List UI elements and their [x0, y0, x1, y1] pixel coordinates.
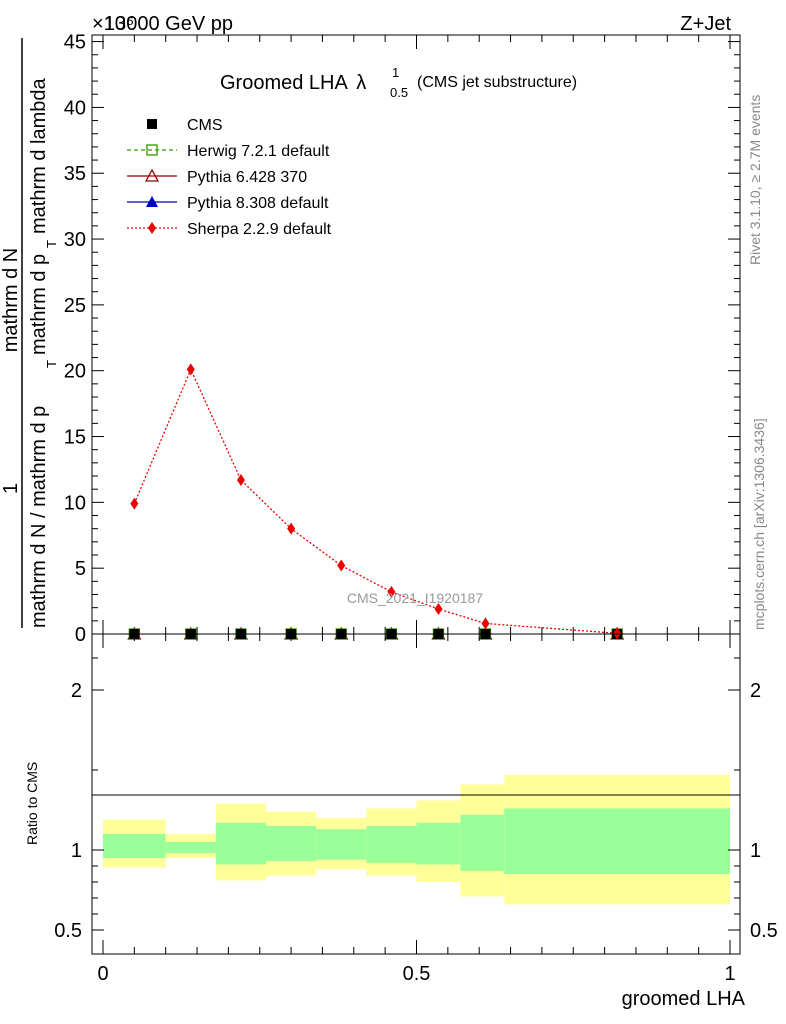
ylabel-sub-t: T	[44, 360, 59, 368]
data-point-sherpa	[130, 497, 139, 510]
title-main-text: Groomed LHA	[220, 72, 348, 94]
ratio-ytick-label-right: 2	[750, 680, 761, 702]
main-ytick-label: 10	[64, 492, 86, 514]
legend-marker	[144, 168, 160, 182]
main-ytick-label: 25	[64, 295, 86, 317]
ylabel-numerator-one: 1	[0, 483, 22, 494]
energy-label: 13000 GeV pp	[104, 13, 233, 35]
main-ytick-label: 35	[64, 163, 86, 185]
ratio-band-inner	[165, 842, 216, 854]
title-note: (CMS jet substructure)	[417, 74, 577, 91]
ratio-xtick-label: 1	[724, 963, 735, 985]
ylabel-numerator-dn: mathrm d N	[0, 248, 22, 352]
ratio-ytick-label-right: 1	[750, 840, 761, 862]
main-ytick-label: 20	[64, 361, 86, 383]
ratio-x-axis: 0 0.5 1	[97, 634, 736, 985]
legend-label: Pythia 6.428 370	[187, 169, 307, 186]
legend: CMS Herwig 7.2.1 default Pythia 6.428 370 P…	[127, 117, 332, 238]
ratio-ytick-label: 2	[71, 680, 82, 702]
legend-marker	[146, 144, 158, 156]
data-point-sherpa	[613, 627, 622, 640]
title-lambda: λ	[356, 72, 366, 94]
main-x-axis-ticks	[102, 35, 731, 634]
ratio-band-inner	[460, 814, 505, 871]
data-point-sherpa	[387, 585, 396, 598]
ratio-uncertainty-bands	[103, 774, 730, 905]
legend-label: CMS	[187, 117, 223, 134]
title-sup: 1	[392, 65, 399, 80]
watermark: CMS_2021_I1920187	[347, 590, 483, 606]
legend-entry	[147, 119, 157, 129]
data-point-sherpa	[481, 617, 490, 630]
process-label: Z+Jet	[680, 13, 731, 35]
ratio-y-axis: 0.5 0.5 1 1 2 2	[54, 657, 778, 942]
ylabel-mid-text: mathrm d p	[28, 254, 50, 355]
ratio-band-inner	[504, 808, 730, 874]
ylabel-denominator: mathrm d N / mathrm d p	[28, 406, 50, 628]
main-ytick-label: 0	[75, 624, 86, 646]
ratio-ytick-label: 1	[71, 840, 82, 862]
legend-marker	[146, 196, 158, 207]
rivet-label: Rivet 3.1.10, ≥ 2.7M events	[747, 95, 763, 265]
data-point-sherpa	[236, 473, 245, 486]
main-ytick-label: 5	[75, 558, 86, 580]
legend-marker	[148, 222, 156, 234]
legend-label: Pythia 8.308 default	[187, 195, 329, 212]
title-sub: 0.5	[390, 85, 408, 100]
data-point-sherpa	[434, 602, 443, 615]
legend-marker	[147, 119, 157, 129]
x-axis-label: groomed LHA	[622, 988, 746, 1010]
ratio-band-inner	[316, 829, 367, 860]
legend-label: Sherpa 2.2.9 default	[187, 221, 332, 238]
ratio-band-inner	[266, 826, 317, 862]
main-y-axis: 0 5 10 15 20 25 30 35 40 45	[64, 32, 740, 646]
data-point-sherpa	[287, 522, 296, 535]
main-ytick-label: 40	[64, 97, 86, 119]
ylabel-sub-t2: T	[44, 240, 59, 248]
main-title: Groomed LHA λ	[220, 72, 366, 94]
ratio-band-inner	[103, 834, 166, 858]
main-y-axis-label: 1 mathrm d N mathrm d N / mathrm d p T m…	[0, 38, 59, 628]
legend-label: Herwig 7.2.1 default	[187, 143, 330, 160]
ylabel-denominator-text: mathrm d N / mathrm d p	[28, 406, 50, 628]
main-ytick-label: 30	[64, 229, 86, 251]
ratio-ytick-label: 0.5	[54, 920, 82, 942]
ratio-band-inner	[215, 822, 267, 865]
ratio-y-label: Ratio to CMS	[24, 762, 40, 845]
ratio-xtick-label: 0	[97, 963, 108, 985]
legend-entry	[127, 168, 177, 182]
ylabel-tail: mathrm d lambda	[28, 78, 50, 234]
legend-entry	[127, 196, 177, 207]
main-ytick-label: 15	[64, 427, 86, 449]
data-point-sherpa	[337, 559, 346, 572]
ratio-band-inner	[366, 826, 417, 863]
data-point-sherpa	[186, 363, 195, 376]
legend-entry	[127, 144, 177, 156]
ratio-xtick-label: 0.5	[403, 963, 431, 985]
legend-entry	[127, 222, 177, 234]
ratio-band-inner	[416, 822, 461, 865]
ratio-ytick-label-right: 0.5	[750, 920, 778, 942]
main-ytick-label: 45	[64, 32, 86, 54]
mcplots-label: mcplots.cern.ch [arXiv:1306.3436]	[751, 418, 767, 630]
exponent-label: ×10⁶	[92, 13, 134, 35]
